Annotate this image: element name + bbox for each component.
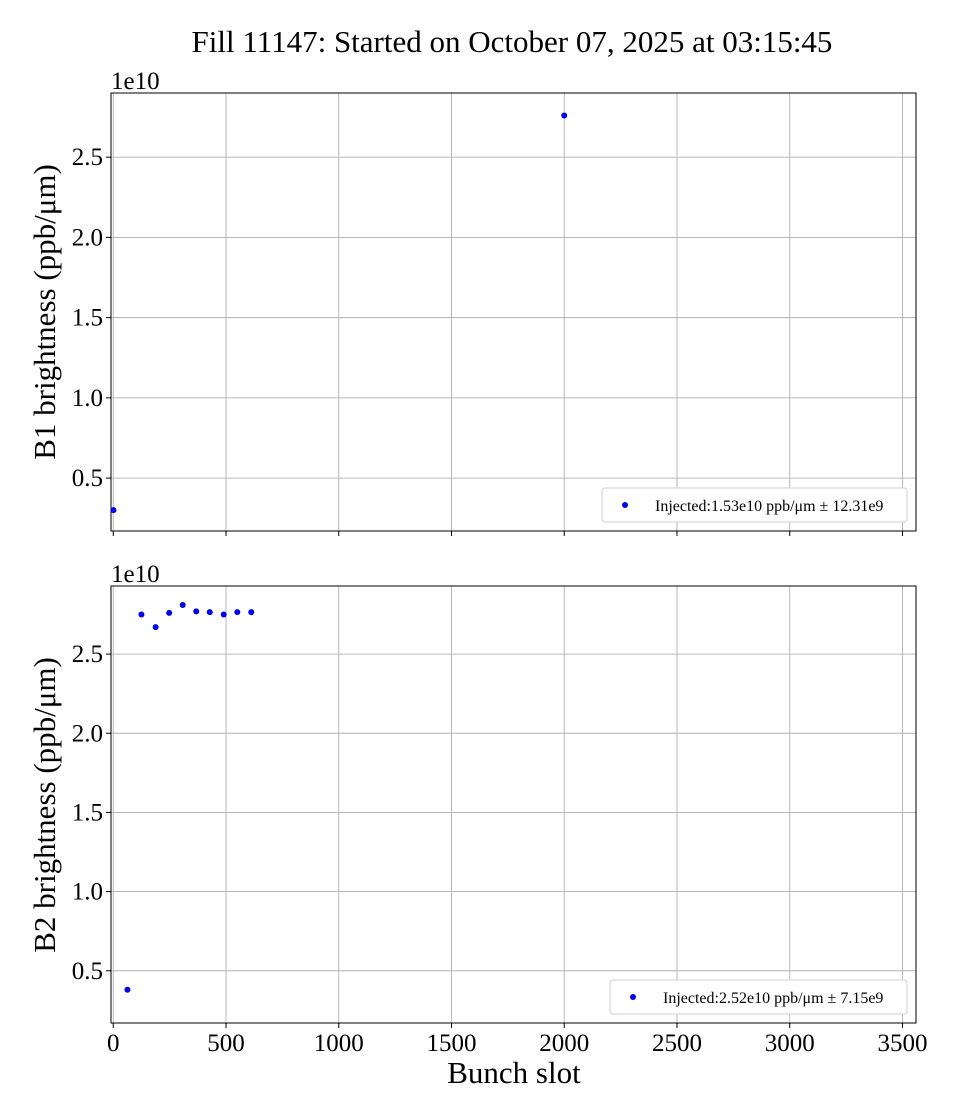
- b1-y-tick-label: 1.0: [72, 385, 103, 412]
- b2-legend-marker: [630, 994, 636, 1000]
- b2-data-point: [138, 611, 145, 618]
- b1-legend-label: Injected:1.53e10 ppb/μm ± 12.31e9: [655, 498, 883, 515]
- b2-brightness-panel: 1e10 B2 brightness (ppb/μm) Bunch slot 0…: [27, 561, 927, 1090]
- b2-x-tick-label: 3500: [877, 1030, 927, 1057]
- b1-legend-marker: [622, 502, 628, 508]
- b2-x-tick-label: 1000: [314, 1030, 364, 1057]
- b1-y-tick-label: 1.5: [72, 305, 103, 332]
- b1-y-tick-label: 0.5: [72, 465, 103, 492]
- b1-y-tick-label: 2.0: [72, 224, 103, 251]
- b2-y-tick-label: 2.5: [72, 641, 103, 668]
- b1-brightness-panel: 1e10 B1 brightness (ppb/μm) 0.5 1.0 1.5 2.0…: [27, 68, 917, 536]
- b2-legend-box: [609, 979, 908, 1015]
- b2-x-tick-label: 3000: [765, 1030, 815, 1057]
- b2-data-point: [220, 611, 227, 618]
- b2-x-tick-label: 1500: [426, 1030, 476, 1057]
- b1-data-point: [110, 507, 117, 514]
- b2-y-tick-label: 0.5: [72, 958, 103, 985]
- x-axis-label: Bunch slot: [447, 1055, 581, 1090]
- b2-data-point: [234, 609, 241, 616]
- figure-title: Fill 11147: Started on October 07, 2025 …: [192, 24, 833, 59]
- b2-multiplier: 1e10: [111, 561, 160, 588]
- b2-x-tick-label: 0: [107, 1030, 120, 1057]
- b1-legend-box: [601, 487, 908, 523]
- b2-data-point: [206, 609, 213, 616]
- b1-multiplier: 1e10: [111, 68, 160, 95]
- b2-y-tick-label: 2.0: [72, 720, 103, 747]
- b2-legend-label: Injected:2.52e10 ppb/μm ± 7.15e9: [663, 990, 883, 1007]
- b2-data-point: [166, 609, 173, 616]
- b1-plot-frame: [110, 92, 917, 532]
- b2-x-tick-label: 2500: [652, 1030, 702, 1057]
- b2-data-point: [124, 986, 131, 993]
- b1-y-tick-label: 2.5: [72, 144, 103, 171]
- b2-y-tick-label: 1.5: [72, 799, 103, 826]
- b2-y-tick-label: 1.0: [72, 879, 103, 906]
- b2-data-point: [152, 624, 159, 631]
- b2-x-tick-label: 500: [207, 1030, 245, 1057]
- b1-data-point: [561, 112, 568, 119]
- b2-data-point: [179, 602, 186, 608]
- b2-plot-frame: [110, 585, 917, 1024]
- b2-data-point: [248, 609, 255, 616]
- b2-y-axis-label: B2 brightness (ppb/μm): [27, 657, 62, 953]
- b2-x-tick-label: 2000: [539, 1030, 589, 1057]
- b2-data-point: [193, 608, 200, 615]
- b1-y-axis-label: B1 brightness (ppb/μm): [27, 164, 62, 460]
